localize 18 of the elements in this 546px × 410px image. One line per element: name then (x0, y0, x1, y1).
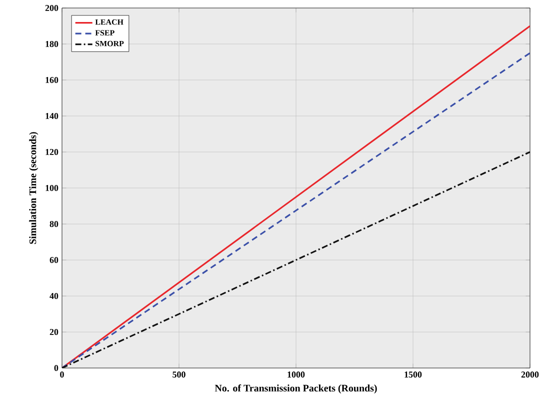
y-tick-label: 20 (50, 328, 58, 336)
y-tick-label: 120 (46, 148, 58, 156)
y-tick-label: 0 (54, 364, 58, 372)
y-tick-label: 40 (50, 292, 58, 300)
x-tick-label: 1500 (404, 372, 422, 378)
x-tick-label: 0 (60, 372, 64, 378)
x-tick-label: 500 (172, 372, 186, 378)
y-tick-label: 160 (46, 76, 58, 84)
y-tick-label: 140 (46, 112, 58, 120)
y-axis-title: Simulation Time (seconds) (29, 132, 38, 244)
y-tick-label: 180 (46, 40, 58, 48)
y-tick-label: 80 (50, 220, 58, 228)
x-axis-title: No. of Transmission Packets (Rounds) (214, 384, 377, 394)
y-tick-label: 200 (45, 4, 58, 12)
y-tick-label: 100 (46, 184, 58, 192)
x-tick-label: 2000 (521, 372, 539, 378)
x-tick-label: 1000 (288, 372, 305, 378)
y-tick-label: 60 (50, 256, 58, 264)
